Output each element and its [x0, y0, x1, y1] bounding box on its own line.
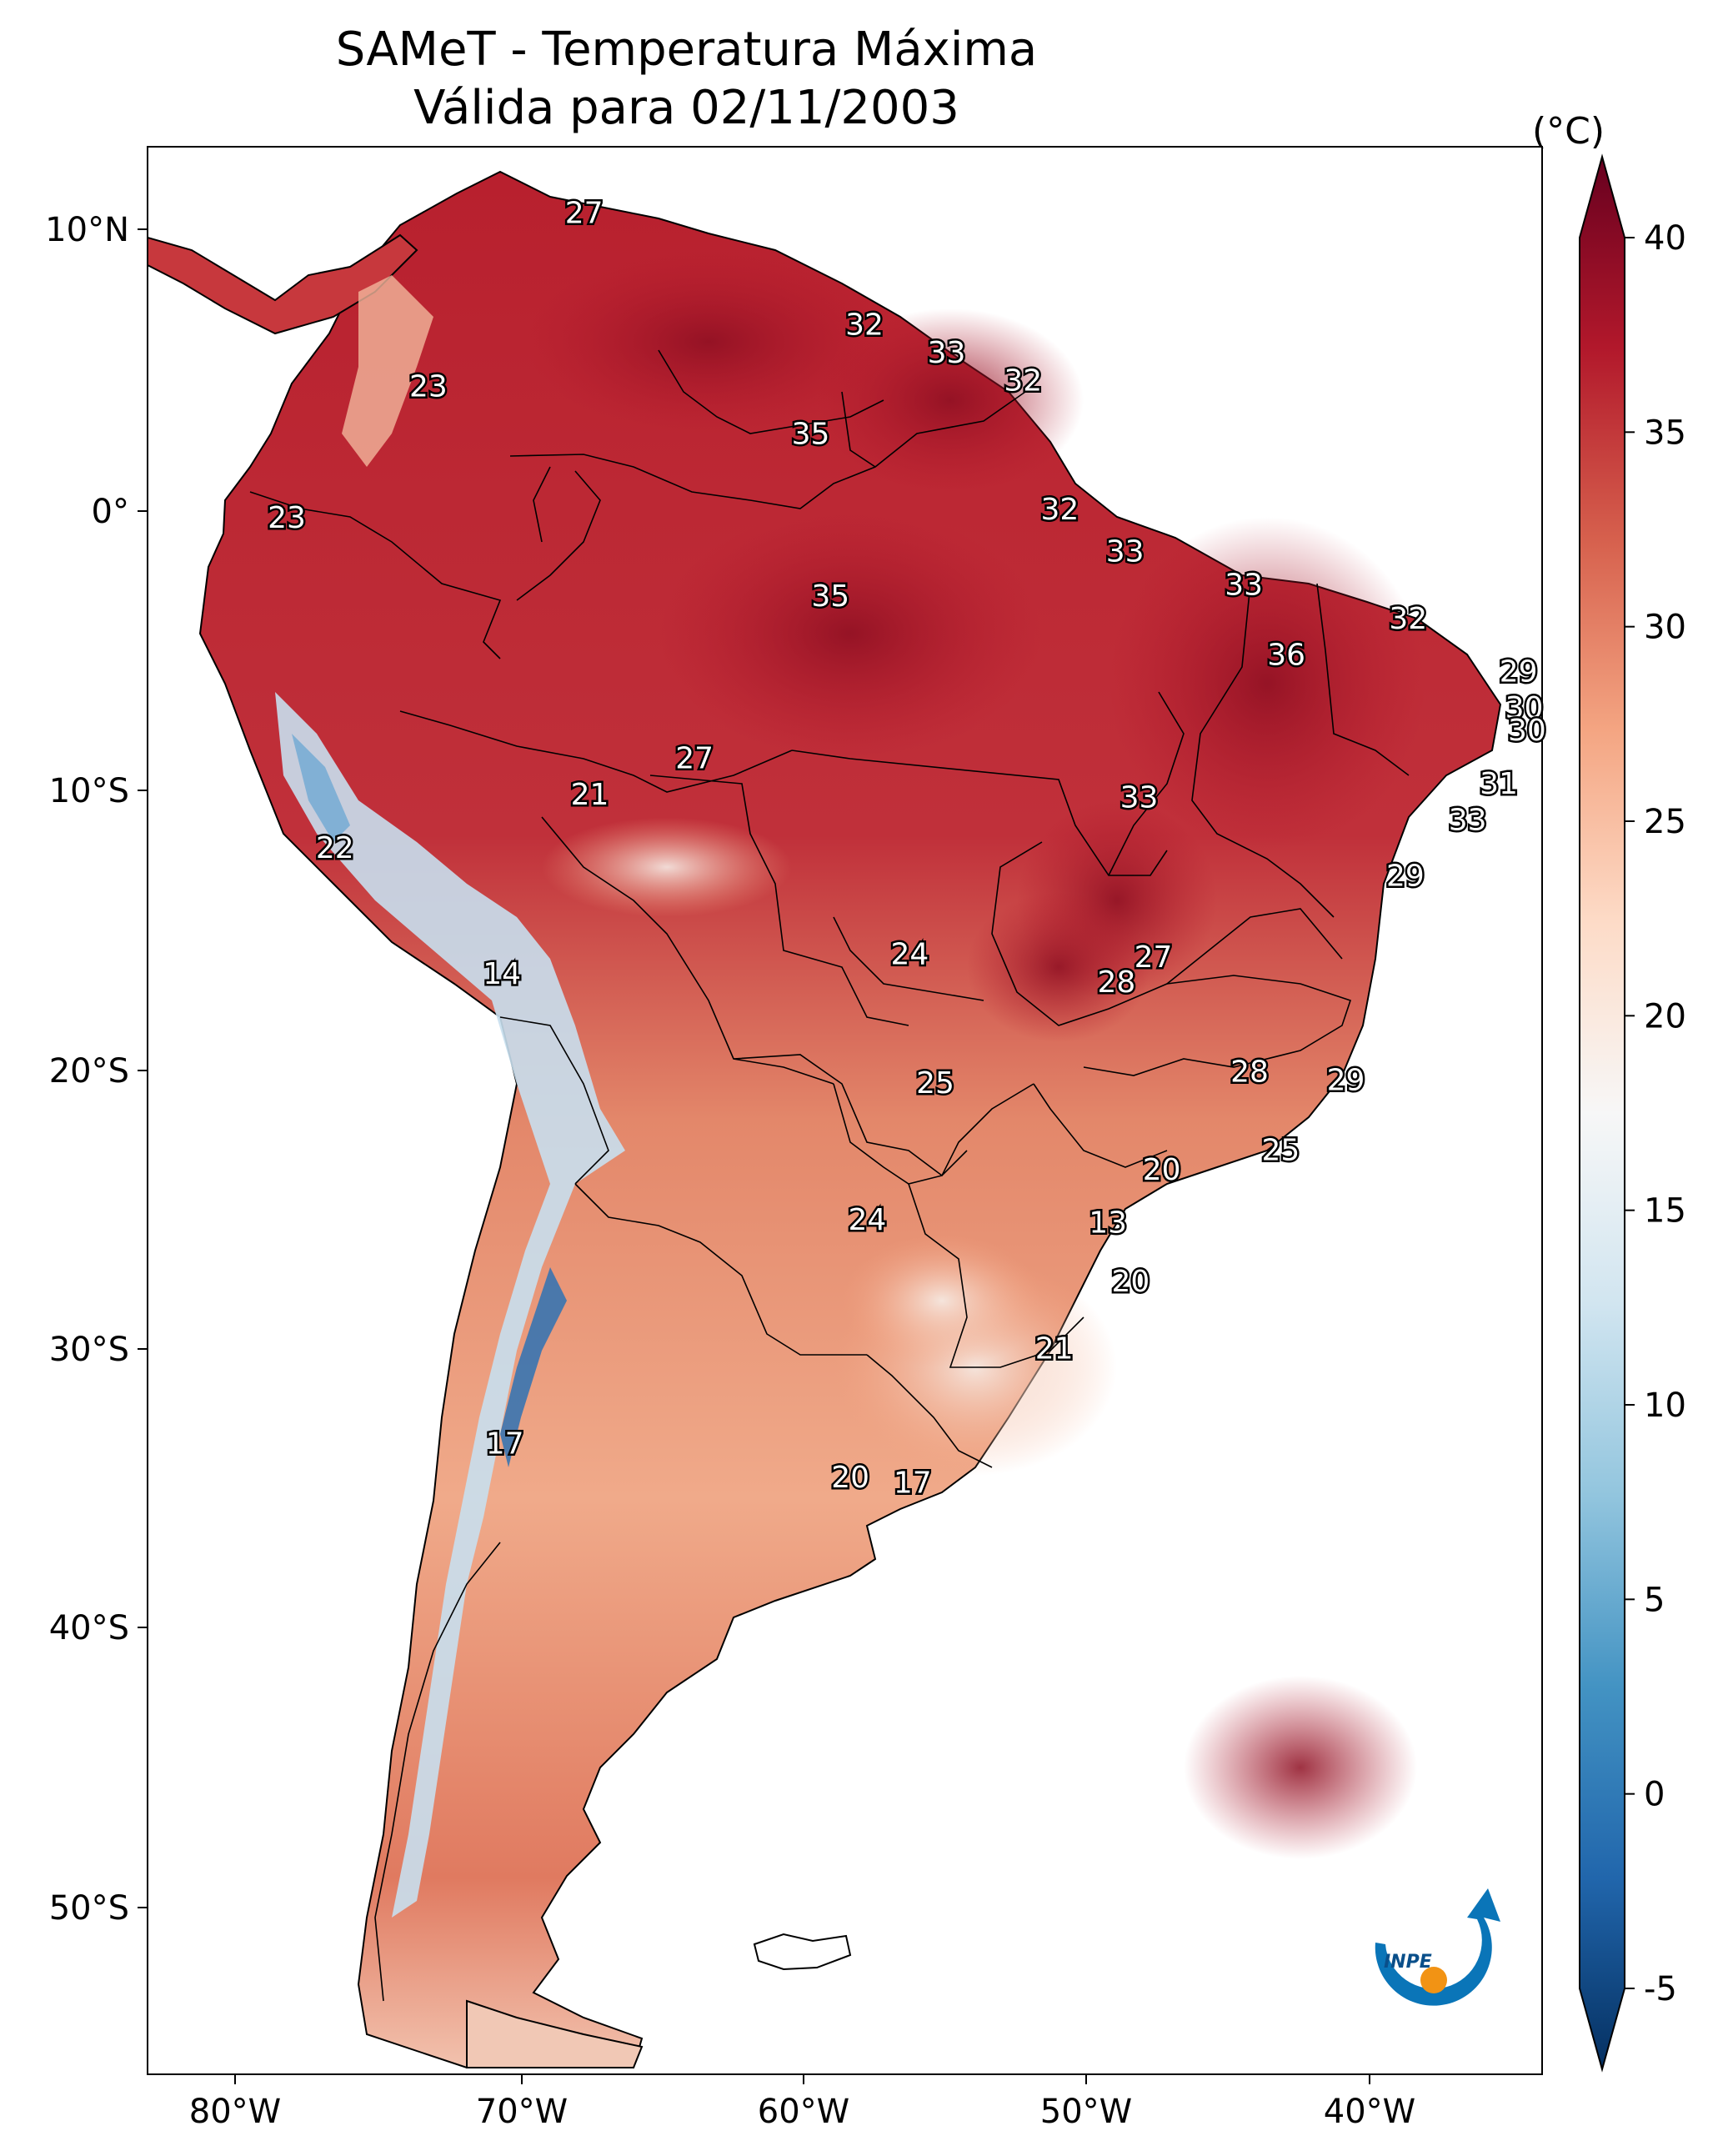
lon-tick-label: 40°W [1324, 2093, 1415, 2131]
station-temperature-label: 32 [1040, 493, 1079, 527]
map-content [148, 170, 1502, 2068]
station-temperature-label: 30 [1508, 714, 1546, 748]
station-temperature-label: 24 [848, 1203, 886, 1237]
station-temperature-label: 31 [1480, 767, 1518, 801]
station-temperature-label: 29 [1327, 1063, 1365, 1097]
inpe-orbit-dot-icon [1420, 1967, 1447, 1993]
colorbar: 40 35 30 25 20 15 10 5 0 -5 [1579, 153, 1686, 2073]
colorbar-tick-label: 15 [1644, 1192, 1686, 1231]
lon-tick-label: 70°W [476, 2093, 568, 2131]
station-temperature-label: 20 [831, 1461, 869, 1495]
station-temperature-label: 32 [1004, 364, 1042, 399]
station-temperature-label: 25 [916, 1066, 954, 1101]
station-temperature-label: 36 [1267, 639, 1305, 673]
station-temperature-label: 23 [268, 501, 306, 535]
station-temperature-label: 35 [811, 579, 849, 614]
colorbar-tick-label: 0 [1644, 1776, 1665, 1814]
station-temperature-label: 21 [571, 778, 609, 812]
station-temperature-label: 29 [1386, 860, 1425, 894]
andes-snow-north [292, 734, 350, 842]
country-borders [249, 349, 1410, 2002]
station-temperature-label: 22 [316, 831, 354, 865]
station-temperature-label: 33 [1106, 534, 1144, 569]
station-temperature-label: 27 [565, 196, 604, 230]
station-temperature-label: 29 [1500, 655, 1538, 689]
colorbar-tick-label: 20 [1644, 997, 1686, 1035]
colorbar-tick-label: 35 [1644, 414, 1686, 452]
station-temperature-label: 20 [1111, 1265, 1150, 1299]
colorbar-tick-label: 40 [1644, 219, 1686, 258]
station-temperature-label: 25 [1261, 1133, 1300, 1167]
station-temperature-label: 28 [1230, 1055, 1269, 1089]
inpe-logo-text: INPE [1384, 1952, 1432, 1973]
station-temperature-label: 33 [928, 336, 966, 370]
station-temperature-label: 23 [409, 369, 448, 404]
central-america-land [148, 233, 418, 335]
lat-tick-label: 20°S [49, 1052, 129, 1091]
y-axis: 10°N 0° 10°S 20°S 30°S 40°S 50°S [45, 211, 148, 1928]
lat-tick-label: 40°S [49, 1609, 129, 1647]
station-temperature-label: 24 [890, 937, 929, 971]
colorbar-tick-label: -5 [1644, 1970, 1677, 2008]
inpe-swoosh-icon [1375, 1888, 1500, 2006]
lon-tick-label: 60°W [758, 2093, 849, 2131]
station-temperature-label: 32 [845, 308, 884, 343]
colorbar-tick-label: 30 [1644, 609, 1686, 647]
station-temperature-label: 32 [1389, 602, 1427, 636]
station-temperature-label: 33 [1225, 569, 1263, 603]
station-temperature-label: 30 [1505, 691, 1544, 725]
lon-tick-label: 80°W [189, 2093, 281, 2131]
lat-tick-label: 10°S [49, 772, 129, 810]
lat-tick-label: 10°N [45, 211, 129, 249]
station-temperature-label: 35 [792, 417, 830, 451]
station-temperature-label: 33 [1449, 803, 1487, 837]
station-temperature-label: 13 [1089, 1206, 1127, 1241]
andes-cold-strip [275, 692, 625, 1918]
andes-snow-core [500, 1267, 567, 1467]
lat-tick-label: 0° [92, 493, 129, 531]
tierra-del-fuego [466, 1999, 644, 2068]
map-title: SAMeT - Temperatura Máxima [335, 23, 1038, 77]
colorbar-body [1579, 153, 1625, 2073]
lat-tick-label: 50°S [49, 1889, 129, 1928]
colorbar-tick-label: 5 [1644, 1581, 1665, 1619]
falkland-islands [753, 1933, 852, 1971]
map-subtitle: Válida para 02/11/2003 [413, 81, 959, 135]
station-temperature-label: 27 [1134, 940, 1173, 975]
colombia-highland [342, 275, 433, 467]
station-temperature-label: 21 [1035, 1332, 1074, 1366]
colorbar-tick-label: 25 [1644, 803, 1686, 841]
station-temperature-label: 17 [894, 1467, 932, 1501]
lat-tick-label: 30°S [49, 1331, 129, 1369]
station-temperature-label: 17 [486, 1427, 524, 1462]
station-temperature-label: 14 [483, 957, 521, 991]
lon-tick-label: 50°W [1040, 2093, 1132, 2131]
colorbar-unit-label: (°C) [1532, 110, 1605, 153]
station-temperature-label: 27 [675, 742, 714, 776]
station-temperature-label: 20 [1143, 1153, 1181, 1187]
inpe-logo: INPE [1375, 1888, 1500, 2006]
colorbar-tick-label: 10 [1644, 1386, 1686, 1425]
colorbar-ticks: 40 35 30 25 20 15 10 5 0 -5 [1625, 219, 1686, 2008]
station-temperature-label: 33 [1120, 781, 1159, 815]
x-axis: 80°W 70°W 60°W 50°W 40°W [189, 2074, 1415, 2131]
station-temperature-label: 28 [1097, 965, 1135, 1000]
